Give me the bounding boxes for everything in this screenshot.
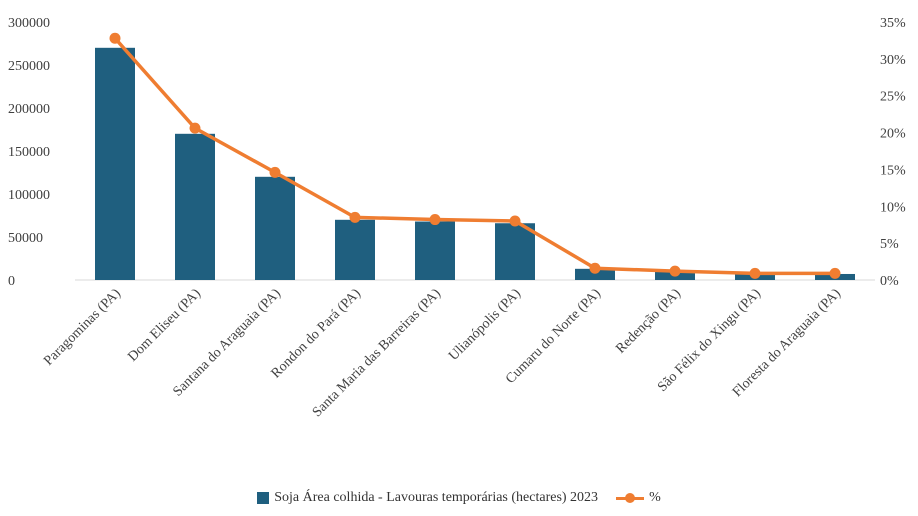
- percent-marker: [269, 166, 281, 178]
- category-label: Santa Maria das Barreiras (PA): [310, 286, 444, 420]
- legend-line-swatch: [616, 492, 645, 504]
- bar-series: [95, 47, 855, 280]
- percent-line: [113, 37, 835, 276]
- right-tick-label: 10%: [880, 200, 906, 215]
- category-label: Dom Eliseu (PA): [125, 286, 204, 365]
- combo-chart: 300000 250000 200000 150000 100000 50000 0 35%…: [8, 16, 906, 420]
- right-axis-ticks: 35% 30% 25% 20% 15% 10% 5% 0%: [880, 16, 906, 289]
- bar: [335, 219, 375, 280]
- bar: [95, 47, 135, 280]
- category-label: Paragominas (PA): [41, 286, 124, 369]
- percent-marker: [429, 214, 441, 226]
- left-tick-label: 0: [8, 274, 15, 289]
- left-tick-label: 200000: [8, 102, 50, 117]
- bar: [495, 223, 535, 280]
- bar: [415, 221, 455, 280]
- percent-marker: [349, 211, 361, 223]
- left-tick-label: 50000: [8, 231, 43, 246]
- category-label: Ulianópolis (PA): [446, 286, 524, 364]
- right-tick-label: 5%: [880, 237, 899, 252]
- left-tick-label: 100000: [8, 188, 50, 203]
- percent-marker: [749, 267, 761, 279]
- right-tick-label: 30%: [880, 53, 906, 68]
- right-tick-label: 25%: [880, 90, 906, 105]
- bar: [175, 133, 215, 280]
- bar: [255, 176, 295, 280]
- right-tick-label: 15%: [880, 163, 906, 178]
- legend-bar-label: Soja Área colhida - Lavouras temporárias…: [274, 490, 599, 505]
- percent-marker: [189, 122, 201, 134]
- legend-bar-swatch: [257, 492, 270, 504]
- category-label: Rondon do Pará (PA): [269, 286, 364, 381]
- left-tick-label: 250000: [8, 59, 50, 74]
- left-axis-ticks: 300000 250000 200000 150000 100000 50000 0: [8, 16, 50, 289]
- category-labels: Paragominas (PA) Dom Eliseu (PA)Santana d…: [41, 286, 844, 420]
- legend-item-line: %: [616, 490, 661, 506]
- percent-marker: [509, 215, 521, 227]
- percent-marker: [589, 262, 601, 274]
- percent-markers: [109, 32, 841, 279]
- right-tick-label: 35%: [880, 16, 906, 31]
- percent-marker: [669, 265, 681, 277]
- percent-marker: [109, 32, 121, 44]
- bar: [575, 268, 615, 280]
- category-label: Redenção (PA): [613, 286, 684, 357]
- legend: Soja Área colhida - Lavouras temporárias…: [0, 490, 918, 506]
- percent-marker: [829, 267, 841, 279]
- left-tick-label: 150000: [8, 145, 50, 160]
- legend-item-bar: Soja Área colhida - Lavouras temporárias…: [257, 490, 598, 506]
- right-tick-label: 20%: [880, 127, 906, 142]
- left-tick-label: 300000: [8, 16, 50, 31]
- legend-line-label: %: [649, 490, 661, 505]
- right-tick-label: 0%: [880, 274, 899, 289]
